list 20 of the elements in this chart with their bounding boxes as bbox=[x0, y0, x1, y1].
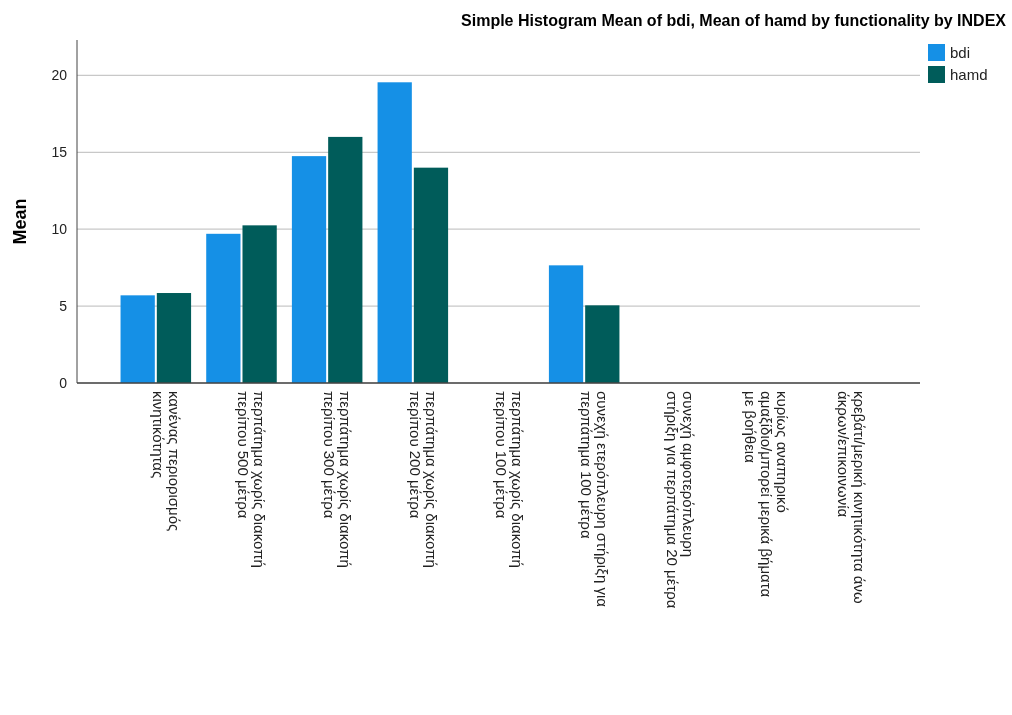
chart-title: Simple Histogram Mean of bdi, Mean of hamd by functionality by INDEX bbox=[461, 12, 1007, 29]
bar bbox=[291, 156, 327, 383]
bar bbox=[377, 82, 412, 383]
bar bbox=[548, 265, 584, 383]
bar bbox=[242, 225, 277, 383]
legend-label: bdi bbox=[950, 44, 971, 61]
legend-label: hamd bbox=[950, 66, 988, 83]
y-tick-label: 0 bbox=[59, 374, 68, 391]
y-tick-label: 5 bbox=[59, 297, 68, 314]
bar bbox=[206, 233, 241, 383]
bar bbox=[413, 167, 449, 383]
bar bbox=[120, 295, 155, 383]
y-axis-title: Mean bbox=[10, 198, 30, 245]
y-tick-label: 10 bbox=[51, 221, 68, 238]
x-tick-label: κανένας περιορισμός κινητικότητας bbox=[149, 391, 183, 532]
bar bbox=[156, 293, 192, 383]
y-tick-label: 20 bbox=[51, 67, 68, 84]
y-tick-label: 15 bbox=[51, 144, 68, 161]
bar bbox=[585, 305, 620, 383]
bar bbox=[328, 136, 363, 383]
